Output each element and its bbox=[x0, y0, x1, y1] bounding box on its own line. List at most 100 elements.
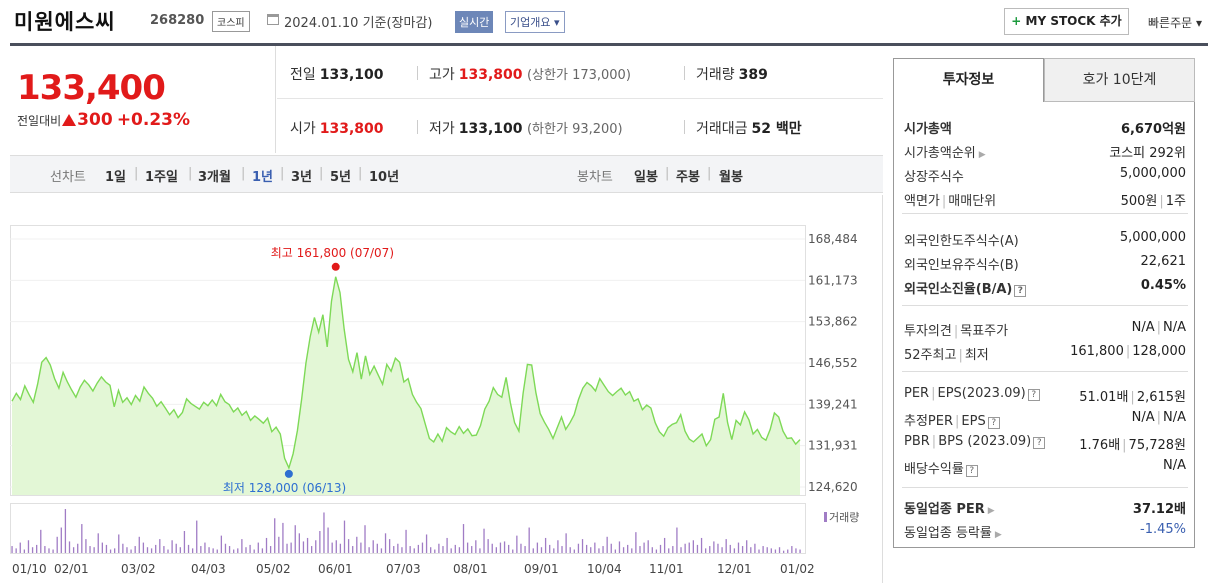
upper-limit: (상한가 173,000) bbox=[526, 68, 631, 83]
y-tick-label: 146,552 bbox=[808, 356, 858, 370]
volume-bar bbox=[495, 547, 497, 553]
volume-bar bbox=[581, 539, 584, 553]
volume-bar bbox=[458, 547, 461, 553]
divider bbox=[417, 66, 418, 80]
y-tick-label: 153,862 bbox=[808, 315, 858, 329]
x-tick-label: 04/03 bbox=[191, 562, 226, 576]
volume-bar bbox=[421, 542, 424, 553]
volume-value: 389 bbox=[738, 67, 768, 83]
market-cap-rank-label[interactable]: 시가총액순위 bbox=[904, 146, 976, 161]
volume-bar bbox=[372, 540, 374, 553]
opinion-value: N/A bbox=[1131, 320, 1155, 335]
x-tick-label: 01/10 bbox=[12, 562, 47, 576]
tab-1w[interactable]: 1주일 bbox=[145, 170, 178, 185]
industry-per-label[interactable]: 동일업종 PER bbox=[904, 502, 985, 517]
change-percent: +0.23% bbox=[116, 110, 191, 130]
volume-bar bbox=[729, 544, 731, 553]
tab-order-book[interactable]: 호가 10단계 bbox=[1044, 58, 1195, 102]
tab-monthly[interactable]: 월봉 bbox=[719, 170, 743, 185]
volume-bar bbox=[237, 548, 239, 553]
volume-bar bbox=[655, 549, 658, 553]
volume-bar bbox=[401, 547, 403, 553]
change-label: 전일대비 bbox=[17, 114, 62, 128]
volume-bar bbox=[146, 547, 149, 553]
tab-daily[interactable]: 일봉 bbox=[634, 170, 658, 185]
volume-bar bbox=[782, 550, 785, 553]
help-icon[interactable]: ? bbox=[1033, 437, 1046, 449]
help-icon[interactable]: ? bbox=[1027, 389, 1040, 401]
tab-3m[interactable]: 3개월 bbox=[198, 170, 231, 185]
volume-bar bbox=[450, 548, 452, 553]
volume-bar bbox=[565, 533, 567, 553]
tab-1y[interactable]: 1년 bbox=[252, 170, 274, 185]
x-tick-label: 07/03 bbox=[386, 562, 421, 576]
tab-5y[interactable]: 5년 bbox=[330, 170, 352, 185]
open-price: 시가 133,800 bbox=[290, 118, 384, 138]
volume-bar bbox=[569, 547, 571, 553]
tab-separator: | bbox=[134, 166, 139, 181]
volume-bar bbox=[705, 548, 707, 553]
volume-bar bbox=[561, 546, 563, 553]
tab-separator: | bbox=[188, 166, 193, 181]
volume-bar bbox=[253, 549, 255, 553]
divider bbox=[684, 66, 685, 80]
volume-bar bbox=[602, 546, 604, 553]
volume-bar bbox=[487, 539, 489, 553]
volume-bar bbox=[446, 537, 448, 553]
shares-label: 상장주식수 bbox=[904, 170, 964, 185]
market-cap-label: 시가총액 bbox=[904, 122, 952, 137]
opinion-label: 투자의견 bbox=[904, 324, 952, 339]
tab-separator: | bbox=[358, 166, 363, 181]
industry-change-label[interactable]: 동일업종 등락률 bbox=[904, 526, 992, 541]
volume-bar bbox=[516, 535, 518, 553]
volume-bar bbox=[142, 542, 145, 553]
trade-amount: 거래대금 52 백만 bbox=[696, 118, 802, 138]
volume-bar bbox=[228, 546, 231, 553]
volume-bar bbox=[598, 548, 600, 553]
tab-invest-info[interactable]: 투자정보 bbox=[893, 58, 1044, 102]
company-overview-button[interactable]: 기업개요 ▾ bbox=[505, 11, 565, 33]
tab-10y[interactable]: 10년 bbox=[369, 170, 400, 185]
est-per-value: N/A bbox=[1131, 410, 1155, 425]
help-icon[interactable]: ? bbox=[987, 417, 1000, 429]
help-icon[interactable]: ? bbox=[1014, 285, 1027, 297]
volume-bar bbox=[163, 546, 165, 553]
volume-bar bbox=[27, 540, 30, 553]
volume-bar bbox=[159, 539, 161, 553]
volume-bar bbox=[651, 547, 653, 553]
target-label: 목표주가 bbox=[960, 324, 1009, 339]
volume-bar bbox=[430, 547, 432, 553]
volume-bar bbox=[40, 529, 42, 553]
section-market-cap: 시가총액 6,670억원 시가총액순위 ▶ 코스피 292위 상장주식수 5,000,0… bbox=[902, 114, 1188, 214]
volume-bar bbox=[278, 536, 280, 553]
volume-bar bbox=[220, 535, 223, 553]
volume-bar bbox=[118, 534, 120, 553]
foreign-limit-row: 외국인한도주식수(A) 5,000,000 bbox=[902, 226, 1188, 250]
volume-bar bbox=[11, 546, 13, 553]
dividend-label: 배당수익률 bbox=[904, 462, 964, 477]
volume-bar bbox=[770, 548, 772, 553]
base-date: 2024.01.10 기준(장마감) bbox=[284, 16, 433, 31]
y-tick-label: 161,173 bbox=[808, 273, 858, 287]
tab-1d[interactable]: 1일 bbox=[105, 170, 127, 185]
volume-bar bbox=[97, 533, 99, 553]
volume-bar bbox=[294, 525, 296, 553]
week52-high-label: 52주최고 bbox=[904, 348, 957, 363]
volume-bar bbox=[319, 531, 321, 553]
realtime-button[interactable]: 실시간 bbox=[455, 11, 494, 33]
tab-3y[interactable]: 3년 bbox=[291, 170, 313, 185]
price-chart[interactable]: 168,484 161,173 153,862 146,552 139,241 131,9… bbox=[10, 195, 883, 583]
volume-bar bbox=[577, 543, 580, 553]
market-badge: 코스피 bbox=[212, 11, 250, 32]
my-stock-add-button[interactable]: + MY STOCK 추가 bbox=[1004, 8, 1129, 35]
volume-bar bbox=[183, 531, 186, 553]
volume-bar bbox=[15, 548, 17, 553]
chart-border bbox=[882, 195, 883, 583]
plot-frame bbox=[10, 225, 806, 496]
quick-order-button[interactable]: 빠른주문 ▾ bbox=[1148, 16, 1202, 30]
help-icon[interactable]: ? bbox=[965, 465, 978, 477]
volume-bar bbox=[544, 537, 547, 553]
day-high: 고가 133,800 (상한가 173,000) bbox=[429, 64, 631, 84]
volume-bar bbox=[101, 542, 103, 553]
tab-weekly[interactable]: 주봉 bbox=[676, 170, 700, 185]
